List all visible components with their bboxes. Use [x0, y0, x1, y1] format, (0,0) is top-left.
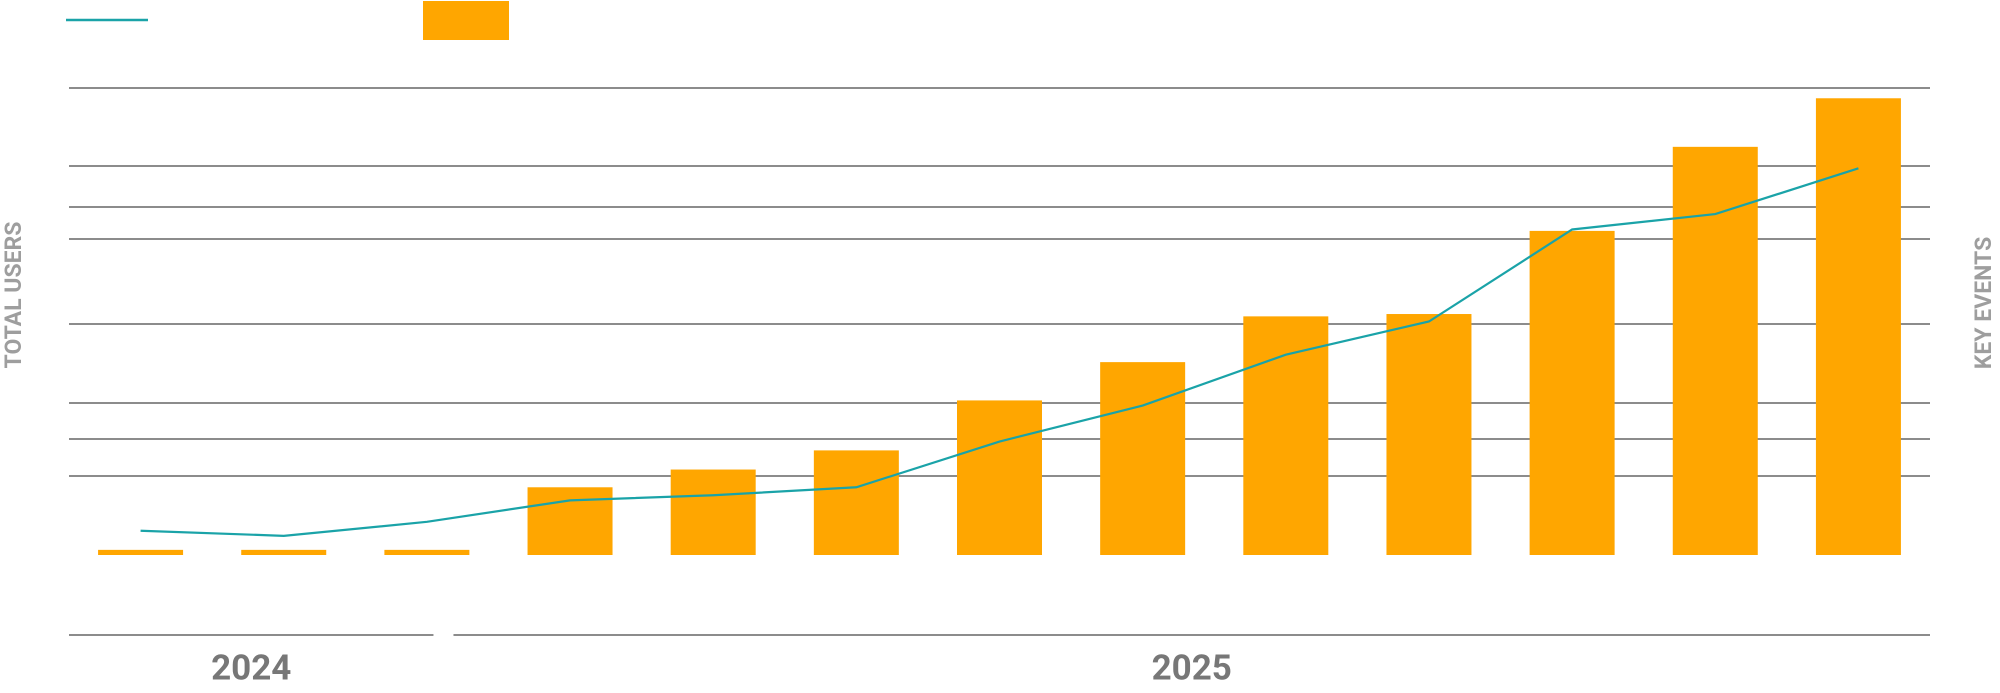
bar	[1529, 230, 1615, 556]
bar	[98, 549, 184, 555]
bar	[1243, 316, 1329, 555]
bar	[241, 549, 327, 555]
bar	[384, 549, 470, 555]
bar	[957, 400, 1042, 555]
group-label: 2024	[211, 647, 291, 688]
bar	[1815, 98, 1901, 556]
legend-swatch	[423, 1, 509, 40]
line	[140, 167, 1859, 537]
y-axis-title: TOTAL USERS	[0, 222, 27, 369]
y2-axis-title: KEY EVENTS	[1970, 237, 1997, 370]
bar	[1100, 362, 1186, 555]
bar	[1672, 146, 1758, 556]
bar	[1386, 314, 1472, 555]
bar	[670, 469, 756, 555]
group-label: 2025	[1152, 647, 1232, 688]
bar	[813, 450, 899, 555]
bar	[527, 487, 613, 555]
